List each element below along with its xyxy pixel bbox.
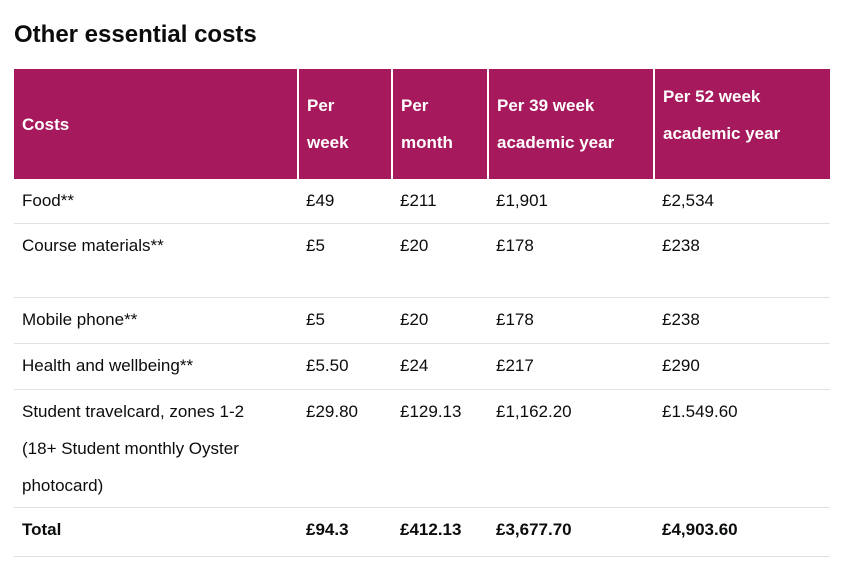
food-per-month: £211	[392, 179, 488, 224]
health-wellbeing-per-week: £5.50	[298, 343, 392, 390]
total-per-month: £412.13	[392, 507, 488, 557]
student-travelcard-per-month: £129.13	[392, 389, 488, 508]
course-materials-per-month: £20	[392, 223, 488, 298]
mobile-phone-per-52-week: £238	[654, 297, 830, 344]
total-per-week: £94.3	[298, 507, 392, 557]
course-materials-per-39-week: £178	[488, 223, 654, 298]
food-per-52-week: £2,534	[654, 179, 830, 224]
column-header-per-39-week: Per 39 week academic year	[487, 69, 654, 179]
table-row-mobile-phone: Mobile phone** £5 £20 £178 £238	[14, 297, 830, 344]
column-header-costs: Costs	[14, 69, 298, 179]
food-per-39-week: £1,901	[488, 179, 654, 224]
student-travelcard-per-39-week: £1,162.20	[488, 389, 654, 508]
mobile-phone-per-39-week: £178	[488, 297, 654, 344]
mobile-phone-per-month: £20	[392, 297, 488, 344]
row-label-student-travelcard: Student travelcard, zones 1-2 (18+ Stude…	[14, 389, 298, 508]
row-label-health-wellbeing: Health and wellbeing**	[14, 343, 298, 390]
table-row-food: Food** £49 £211 £1,901 £2,534	[14, 179, 830, 224]
table-header-row: Costs Per week Per month Per 39 week aca…	[14, 69, 830, 179]
row-label-total: Total	[14, 507, 298, 557]
row-label-food: Food**	[14, 179, 298, 224]
health-wellbeing-per-52-week: £290	[654, 343, 830, 390]
mobile-phone-per-week: £5	[298, 297, 392, 344]
table-row-student-travelcard: Student travelcard, zones 1-2 (18+ Stude…	[14, 389, 830, 508]
health-wellbeing-per-month: £24	[392, 343, 488, 390]
page-title: Other essential costs	[14, 21, 257, 48]
total-per-39-week: £3,677.70	[488, 507, 654, 557]
food-per-week: £49	[298, 179, 392, 224]
table-row-total: Total £94.3 £412.13 £3,677.70 £4,903.60	[14, 507, 830, 557]
costs-table: Costs Per week Per month Per 39 week aca…	[14, 69, 830, 557]
table-row-health-wellbeing: Health and wellbeing** £5.50 £24 £217 £2…	[14, 343, 830, 390]
column-header-per-52-week: Per 52 week academic year	[653, 69, 830, 179]
student-travelcard-per-week: £29.80	[298, 389, 392, 508]
health-wellbeing-per-39-week: £217	[488, 343, 654, 390]
student-travelcard-per-52-week: £1.549.60	[654, 389, 830, 508]
column-header-per-month: Per month	[391, 69, 488, 179]
total-per-52-week: £4,903.60	[654, 507, 830, 557]
table-row-course-materials: Course materials** £5 £20 £178 £238	[14, 223, 830, 298]
row-label-course-materials: Course materials**	[14, 223, 298, 298]
column-header-per-week: Per week	[297, 69, 392, 179]
row-label-mobile-phone: Mobile phone**	[14, 297, 298, 344]
course-materials-per-week: £5	[298, 223, 392, 298]
course-materials-per-52-week: £238	[654, 223, 830, 298]
